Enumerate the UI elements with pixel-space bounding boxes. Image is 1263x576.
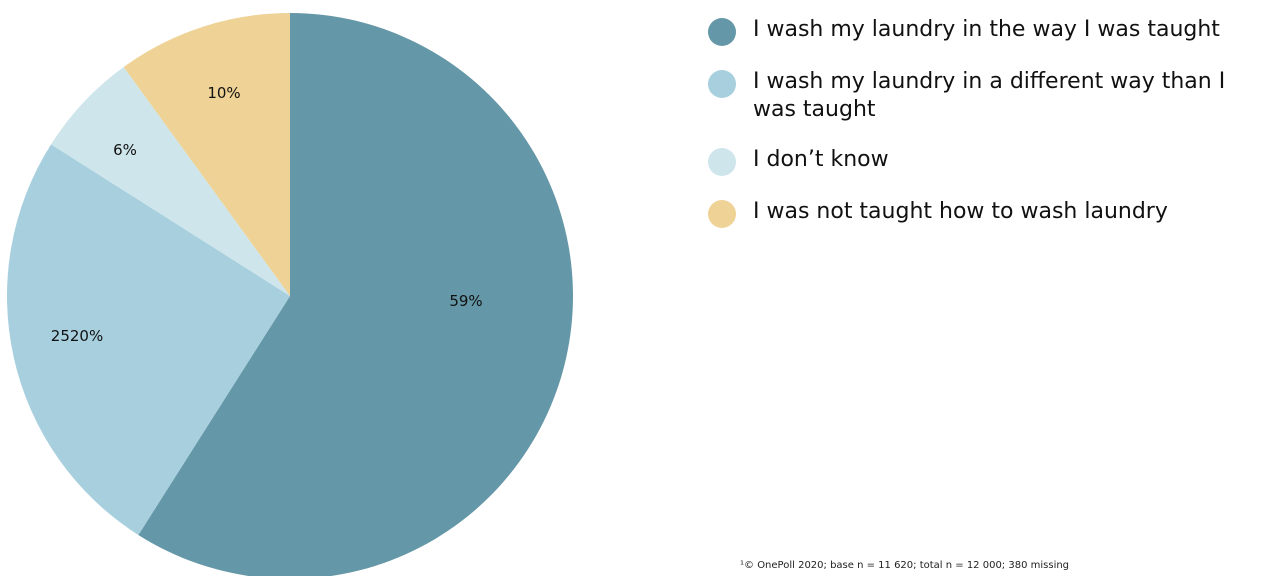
legend-swatch-icon <box>708 18 736 46</box>
pie-slice-labels: 59% 2520% 6% 10% <box>51 84 483 345</box>
slice-label-4: 10% <box>207 84 240 102</box>
legend-swatch-icon <box>708 200 736 228</box>
legend-item-4: I was not taught how to wash laundry <box>708 198 1258 228</box>
pie-slice-3 <box>51 67 290 296</box>
legend-label: I wash my laundry in a different way tha… <box>753 69 1226 122</box>
slice-label-1: 59% <box>449 292 482 310</box>
pie-slice-2 <box>7 144 291 535</box>
legend-item-3: I don’t know <box>708 146 1258 176</box>
legend-item-1: I wash my laundry in the way I was taugh… <box>708 16 1258 46</box>
source-footnote: ¹© OnePoll 2020; base n = 11 620; total … <box>740 560 1070 571</box>
legend-swatch-icon <box>708 148 736 176</box>
pie-chart: 59% 2520% 6% 10% <box>7 13 573 576</box>
legend-item-2: I wash my laundry in a different way tha… <box>708 68 1258 124</box>
pie-slices <box>7 13 573 576</box>
slice-label-2: 2520% <box>51 327 103 345</box>
slice-label-3: 6% <box>113 141 137 159</box>
legend-label: I wash my laundry in the way I was taugh… <box>753 17 1220 42</box>
pie-slice-4 <box>123 13 291 296</box>
legend-label: I was not taught how to wash laundry <box>753 199 1168 224</box>
legend: I wash my laundry in the way I was taugh… <box>708 16 1258 250</box>
pie-slice-1 <box>138 13 573 576</box>
legend-swatch-icon <box>708 70 736 98</box>
legend-label: I don’t know <box>753 147 889 172</box>
